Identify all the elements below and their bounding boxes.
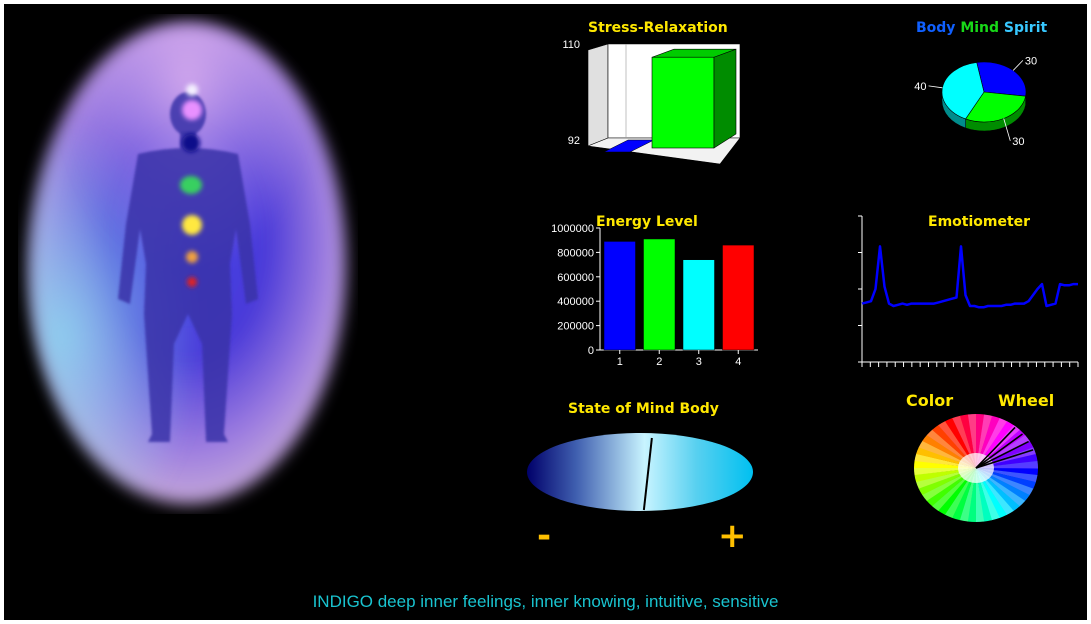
aura-screen: Stress-Relaxation 110 92 Body Mind Spiri…: [4, 4, 1087, 620]
energy-bar-1: [603, 241, 636, 351]
stress-title: Stress-Relaxation: [588, 20, 728, 36]
pie-slice-body: [976, 61, 1027, 97]
pie-value-label: 30: [1012, 136, 1024, 148]
energy-bar-4: [722, 244, 755, 351]
energy-bar-2: [643, 238, 676, 351]
wheel-pointer-2: [975, 440, 1029, 469]
state-mind-title: State of Mind Body: [568, 401, 719, 417]
energy-xtick-label: 4: [735, 356, 741, 368]
pie-slice-mind: [965, 91, 1026, 123]
solar-plexus-chakra-icon: [182, 215, 202, 235]
wheel-pointer-3: [975, 433, 1024, 469]
emotiometer-line: [861, 245, 1078, 309]
energy-bar-3: [682, 259, 715, 351]
energy-xtick-label: 1: [617, 356, 623, 368]
color-wheel: [914, 414, 1038, 522]
energy-xtick-label: 2: [656, 356, 662, 368]
aura-description: INDIGO deep inner feelings, inner knowin…: [312, 592, 779, 611]
state-mind-gauge: [527, 433, 753, 511]
colorwheel-title-color: Color: [906, 391, 954, 410]
energy-ytick-label: 400000: [557, 296, 594, 308]
body-mind-spirit-pie: 30 30 40: [914, 55, 1037, 148]
emotiometer-title: Emotiometer: [928, 214, 1031, 230]
pie-value-label: 30: [1025, 55, 1037, 67]
energy-title: Energy Level: [596, 214, 698, 230]
wheel-pointer-4: [975, 426, 1016, 469]
stress-bar-2: [651, 48, 737, 149]
energy-ytick-label: 600000: [557, 272, 594, 284]
colorwheel-title-wheel: Wheel: [998, 391, 1055, 410]
root-chakra-icon: [187, 277, 197, 287]
stress-ymin-label: 92: [568, 135, 580, 147]
state-minus-sign: -: [537, 516, 552, 556]
heart-chakra-icon: [180, 176, 202, 194]
bms-title-mind: Mind: [960, 20, 1000, 36]
energy-ytick-label: 200000: [557, 321, 594, 333]
energy-xtick-label: 3: [696, 356, 702, 368]
throat-chakra-icon: [182, 134, 200, 152]
pie-value-label: 40: [914, 81, 926, 93]
energy-chart: 0 200000 400000 600000 800000 1000000 1 2 3 4: [551, 223, 758, 368]
wheel-pointer-1: [975, 449, 1034, 469]
third-eye-chakra-icon: [182, 100, 202, 120]
stress-ymax-label: 110: [562, 39, 580, 51]
energy-ytick-label: 800000: [557, 247, 594, 259]
sacral-chakra-icon: [186, 251, 198, 263]
energy-ytick-label: 0: [588, 345, 594, 357]
crown-chakra-icon: [186, 84, 198, 96]
emotiometer-chart: [858, 215, 1079, 367]
gauge-needle: [642, 437, 653, 511]
pie-slice-spirit: [941, 62, 985, 120]
aura-figure: [30, 24, 346, 504]
bms-title-spirit: Spirit: [1003, 20, 1048, 36]
bms-title: Body Mind Spirit: [916, 20, 1047, 36]
stress-chart: 110 92: [562, 39, 741, 165]
bms-title-body: Body: [916, 20, 956, 36]
state-plus-sign: +: [718, 516, 747, 556]
energy-ytick-label: 1000000: [551, 223, 594, 235]
